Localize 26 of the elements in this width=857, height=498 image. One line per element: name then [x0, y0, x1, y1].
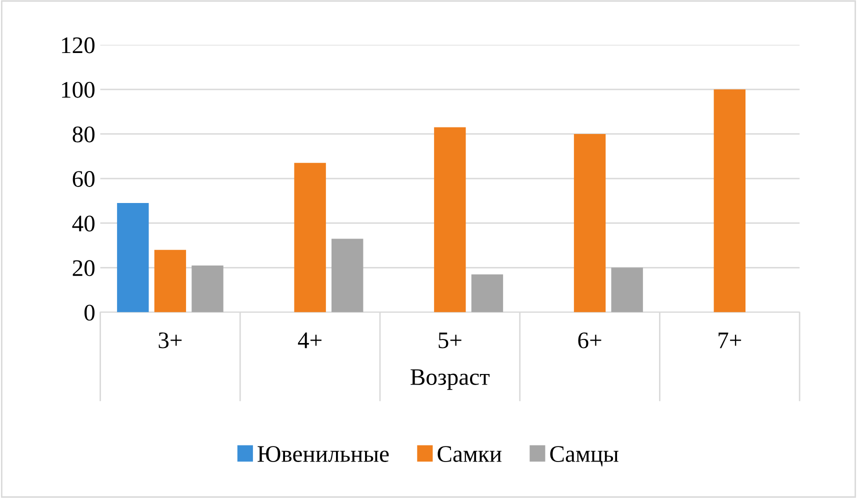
y-tick-label: 80 [72, 126, 95, 142]
bar [471, 274, 504, 312]
bar [434, 127, 466, 312]
x-tick-label: 7+ [718, 332, 742, 348]
y-tick-label: 20 [72, 260, 95, 276]
legend-label: Самки [438, 446, 502, 462]
bar [611, 268, 643, 312]
x-tick-label: 5+ [438, 332, 462, 348]
y-tick-label: 60 [72, 171, 95, 187]
legend-label: Самцы [550, 446, 618, 466]
bar [574, 134, 606, 312]
x-tick-label: 4+ [298, 332, 322, 348]
bar [714, 89, 746, 312]
y-tick-label: 40 [72, 216, 95, 232]
bar [294, 162, 326, 312]
bar [117, 203, 149, 312]
legend-label: Ювенильные [258, 446, 389, 462]
bar [332, 238, 364, 312]
y-tick-label: 120 [62, 37, 95, 54]
x-axis-title: Возраст [410, 369, 490, 390]
y-tick-label: 0 [84, 304, 95, 321]
bar [192, 265, 224, 312]
x-tick-label: 6+ [578, 332, 602, 348]
x-tick-label: 3+ [158, 332, 182, 348]
bar [154, 250, 186, 312]
y-tick-label: 100 [62, 82, 95, 98]
